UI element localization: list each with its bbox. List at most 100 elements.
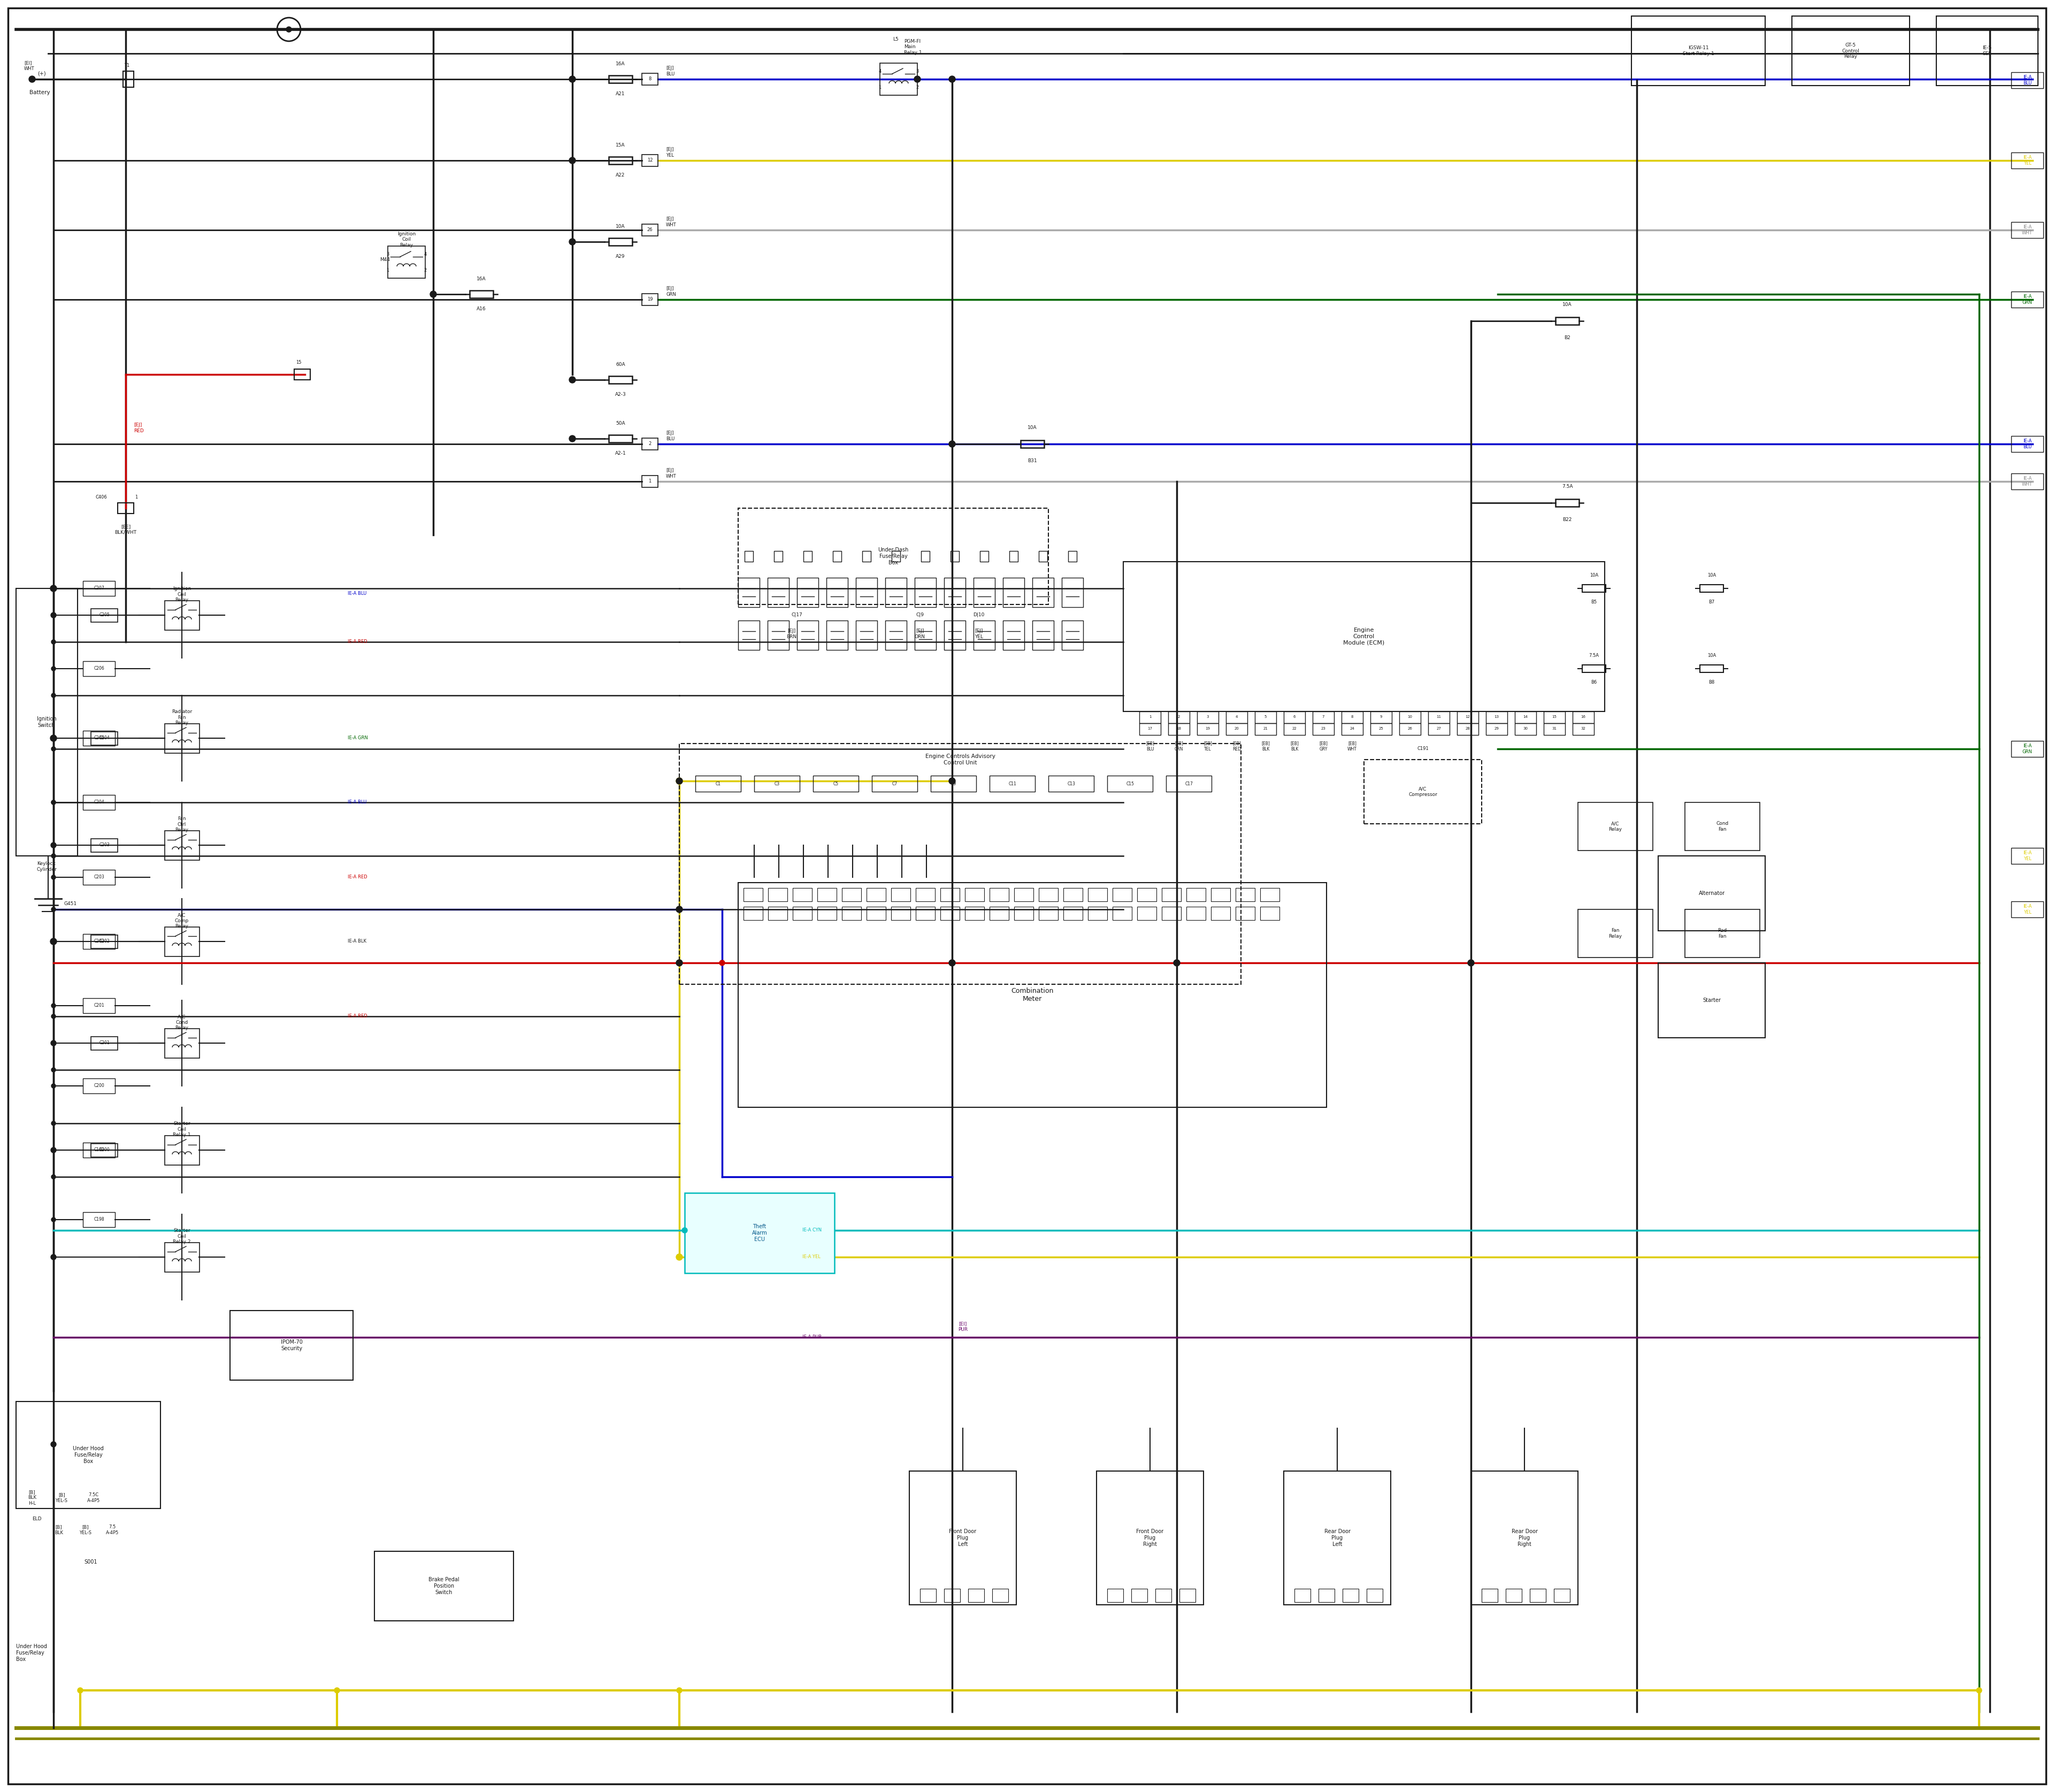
Text: C206: C206 [94,667,105,670]
Circle shape [914,75,920,82]
Text: 21: 21 [1263,728,1267,729]
Text: 3: 3 [916,68,918,73]
Bar [82,581,115,597]
Text: IE-A YEL: IE-A YEL [803,1254,820,1260]
Bar [82,796,115,810]
Circle shape [51,1014,55,1018]
Bar [82,1211,115,1228]
Text: C202: C202 [99,939,109,944]
Bar [82,934,115,950]
Bar [16,588,78,857]
Text: [EB]
CRN: [EB] CRN [1175,742,1183,751]
Bar [951,550,959,561]
Bar [1284,711,1304,724]
Text: 19: 19 [647,297,653,303]
Text: T1
1: T1 1 [123,63,129,73]
Bar [1097,1471,1204,1606]
Bar [164,600,199,631]
Bar [871,776,918,792]
Bar [1226,724,1247,735]
Bar [1212,889,1230,901]
Bar [842,889,861,901]
Text: A/C
Relay: A/C Relay [1608,821,1623,831]
Bar [1167,776,1212,792]
Bar [857,620,877,650]
Bar [768,577,789,607]
Text: 10: 10 [1407,715,1413,719]
Text: IGSW-11
Start Relay 1: IGSW-11 Start Relay 1 [1682,45,1713,56]
Bar [641,294,657,305]
Bar [1658,962,1764,1038]
Bar [965,907,984,919]
Text: PGM-FI
Main
Relay 1: PGM-FI Main Relay 1 [904,39,922,56]
Text: IE-A BLK: IE-A BLK [347,939,366,944]
Text: 10A: 10A [1707,573,1715,577]
Bar [744,889,762,901]
Bar [1015,907,1033,919]
Bar [1399,711,1421,724]
Bar [2011,848,2044,864]
Text: A/C
Compressor: A/C Compressor [1409,787,1438,797]
Text: B6: B6 [1592,679,1598,685]
Text: 7.5A: 7.5A [1590,652,1600,658]
Text: IE-5
SEL: IE-5 SEL [1982,45,1992,56]
Bar [914,620,937,650]
Text: L5: L5 [893,36,900,41]
Bar [164,724,199,753]
Circle shape [51,1254,55,1260]
Text: 19: 19 [1206,728,1210,729]
Bar [1485,724,1508,735]
Text: 50A: 50A [616,421,624,426]
Text: [EB]
BLK: [EB] BLK [1261,742,1269,751]
Circle shape [51,1149,55,1152]
Circle shape [51,1004,55,1007]
Text: Starter: Starter [1703,998,1721,1004]
Bar [123,72,134,88]
Circle shape [51,667,55,670]
Bar [797,620,817,650]
Text: C203: C203 [99,842,109,848]
Bar [90,609,117,622]
Bar [817,889,836,901]
Bar [1577,909,1653,957]
Bar [1485,711,1508,724]
Text: [EJ]
RED: [EJ] RED [134,423,144,434]
Bar [879,63,918,95]
Bar [885,620,906,650]
Bar [867,907,885,919]
Text: 60A: 60A [616,362,624,367]
Bar [990,776,1035,792]
Bar [754,776,799,792]
Text: Theft
Alarm
ECU: Theft Alarm ECU [752,1224,768,1242]
Bar [1428,724,1450,735]
Circle shape [676,907,682,912]
Text: [EJ]
YEL: [EJ] YEL [974,629,984,640]
Text: IE-A
YEL: IE-A YEL [2023,905,2031,914]
Bar [1107,776,1152,792]
Text: 16: 16 [1582,715,1586,719]
Bar [164,1242,199,1272]
Circle shape [676,1688,682,1693]
Bar [941,907,959,919]
Circle shape [676,778,682,785]
Bar [737,577,760,607]
Bar [768,620,789,650]
Text: C201: C201 [94,1004,105,1009]
Text: 10A: 10A [1563,303,1571,306]
Text: 5: 5 [1265,715,1267,719]
Bar [90,1143,117,1158]
Bar [90,935,117,948]
Bar [1187,907,1206,919]
Bar [1163,907,1181,919]
Bar [965,889,984,901]
Bar [2011,901,2044,918]
Bar [1197,711,1218,724]
Text: Alternator: Alternator [1699,891,1725,896]
Text: C13: C13 [1068,781,1076,787]
Text: IE-A
YEL: IE-A YEL [2023,156,2031,165]
Circle shape [569,376,575,383]
Text: C198: C198 [94,1217,105,1222]
Text: Engine Controls Advisory
Control Unit: Engine Controls Advisory Control Unit [924,754,994,765]
Text: D|10: D|10 [974,613,984,618]
Text: 25: 25 [1378,728,1384,729]
